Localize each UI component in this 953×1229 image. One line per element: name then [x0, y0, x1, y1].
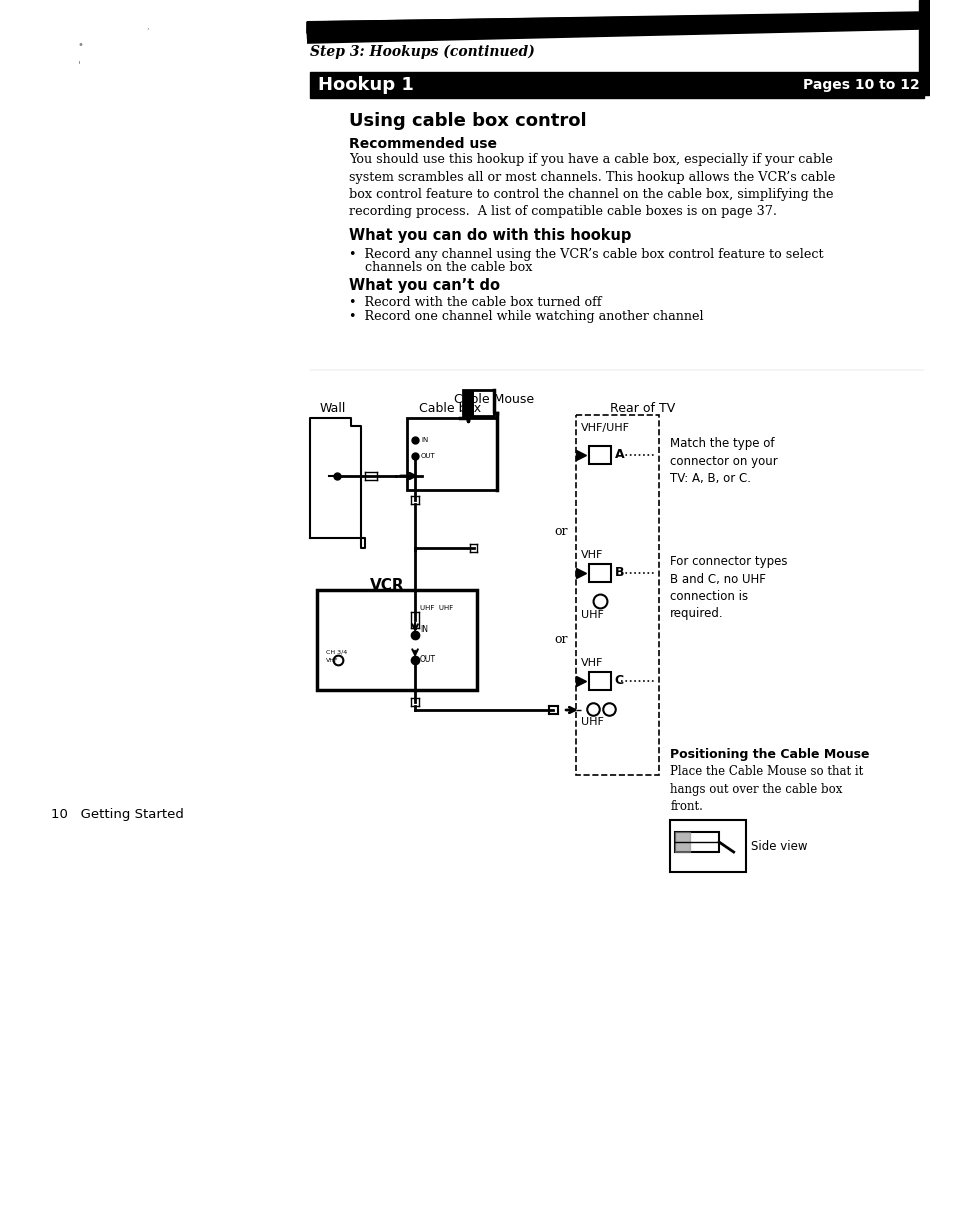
Bar [589, 672, 610, 689]
Bar [589, 446, 610, 465]
Text: Positioning the Cable Mouse: Positioning the Cable Mouse [670, 748, 869, 761]
Text: VHF: VHF [326, 659, 338, 664]
Bar [670, 820, 745, 873]
Polygon shape [307, 28, 918, 38]
Text: For connector types
B and C, no UHF
connection is
required.: For connector types B and C, no UHF conn… [670, 556, 787, 621]
Text: IN: IN [420, 438, 428, 442]
Text: Place the Cable Mouse so that it
hangs out over the cable box
front.: Place the Cable Mouse so that it hangs o… [670, 764, 862, 814]
Text: UHF  UHF: UHF UHF [419, 605, 453, 611]
Text: VCR: VCR [370, 578, 404, 594]
Text: Cable Mouse: Cable Mouse [454, 393, 534, 406]
Text: ': ' [78, 60, 81, 70]
Text: ’: ’ [146, 27, 149, 37]
Text: channels on the cable box: channels on the cable box [349, 261, 532, 274]
Text: What you can’t do: What you can’t do [349, 278, 499, 293]
Bar [462, 390, 494, 415]
Text: •: • [78, 41, 84, 50]
Text: OUT: OUT [419, 655, 436, 665]
Polygon shape [307, 12, 918, 33]
Text: CH 3/4: CH 3/4 [326, 649, 347, 655]
Text: Recommended use: Recommended use [349, 136, 497, 151]
Bar [675, 832, 719, 852]
Text: Wall: Wall [319, 402, 346, 415]
Text: C: C [614, 675, 623, 687]
Text: You should use this hookup if you have a cable box, especially if your cable
sys: You should use this hookup if you have a… [349, 152, 834, 219]
Text: •  Record any channel using the VCR’s cable box control feature to select: • Record any channel using the VCR’s cab… [349, 248, 822, 261]
Text: or: or [554, 525, 567, 538]
Text: VHF: VHF [580, 551, 602, 560]
Bar [310, 73, 923, 98]
Text: B: B [614, 567, 623, 580]
Text: UHF: UHF [580, 610, 603, 619]
Bar [589, 564, 610, 583]
Polygon shape [675, 832, 689, 852]
Text: IN: IN [419, 626, 428, 634]
Text: •  Record with the cable box turned off: • Record with the cable box turned off [349, 296, 600, 308]
Bar [407, 418, 497, 490]
Text: Hookup 1: Hookup 1 [317, 76, 413, 93]
Text: A: A [614, 449, 624, 462]
Bar [316, 590, 476, 689]
Text: Pages 10 to 12: Pages 10 to 12 [802, 77, 919, 92]
Text: Cable box: Cable box [418, 402, 480, 415]
Text: Match the type of
connector on your
TV: A, B, or C.: Match the type of connector on your TV: … [670, 438, 778, 485]
Text: •  Record one channel while watching another channel: • Record one channel while watching anot… [349, 310, 702, 323]
Bar [918, 0, 928, 95]
Text: VHF/UHF: VHF/UHF [580, 423, 629, 433]
Text: VHF: VHF [580, 658, 602, 669]
Text: or: or [554, 633, 567, 646]
Text: OUT: OUT [420, 454, 436, 458]
Text: Rear of TV: Rear of TV [609, 402, 675, 415]
Text: 10   Getting Started: 10 Getting Started [51, 807, 183, 821]
Bar [576, 415, 658, 775]
Text: Side view: Side view [750, 839, 807, 853]
Text: UHF: UHF [580, 717, 603, 728]
Text: Step 3: Hookups (continued): Step 3: Hookups (continued) [310, 44, 534, 59]
Bar [462, 390, 473, 415]
Text: Using cable box control: Using cable box control [349, 112, 586, 130]
Text: What you can do with this hookup: What you can do with this hookup [349, 229, 631, 243]
